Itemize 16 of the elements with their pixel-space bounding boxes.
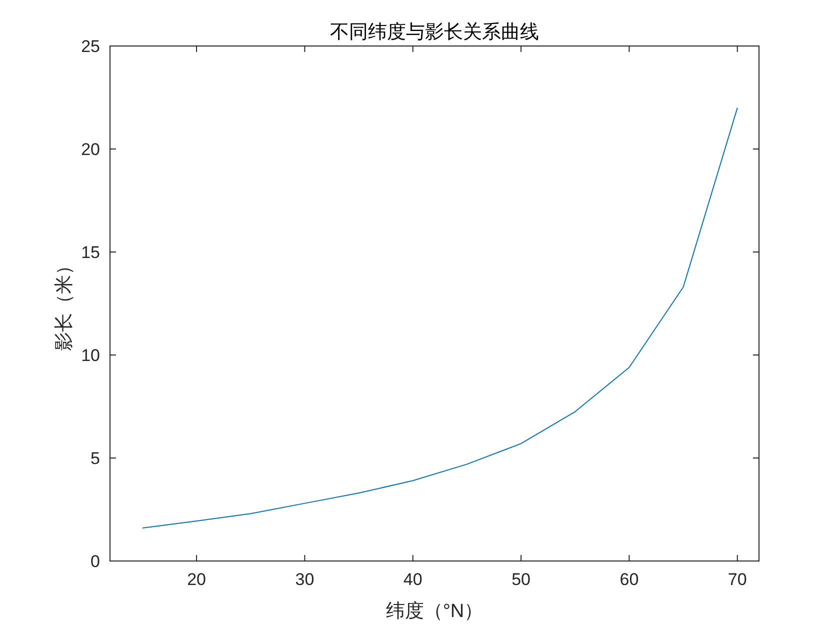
y-axis-title: 影长（米） xyxy=(54,256,75,351)
y-tick-label: 0 xyxy=(90,552,100,571)
y-tick-label: 20 xyxy=(81,140,100,159)
x-tick-label: 20 xyxy=(187,570,206,589)
x-tick-label: 30 xyxy=(295,570,314,589)
x-axis-title: 纬度（°N） xyxy=(386,600,484,622)
x-tick-label: 50 xyxy=(512,570,530,589)
y-tick-label: 5 xyxy=(90,449,100,468)
chart-title: 不同纬度与影长关系曲线 xyxy=(330,21,539,43)
x-tick-label: 40 xyxy=(403,570,422,589)
y-tick-label: 25 xyxy=(81,37,100,56)
line-series xyxy=(142,107,738,529)
y-tick-label: 10 xyxy=(81,346,100,365)
y-tick-label: 15 xyxy=(81,243,100,262)
x-tick-label: 70 xyxy=(728,570,747,589)
x-tick-label: 60 xyxy=(620,570,639,589)
